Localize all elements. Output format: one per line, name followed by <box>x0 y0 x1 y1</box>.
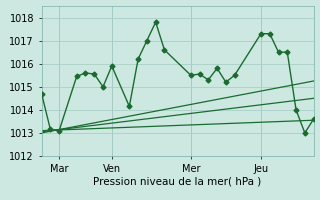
X-axis label: Pression niveau de la mer( hPa ): Pression niveau de la mer( hPa ) <box>93 176 262 186</box>
